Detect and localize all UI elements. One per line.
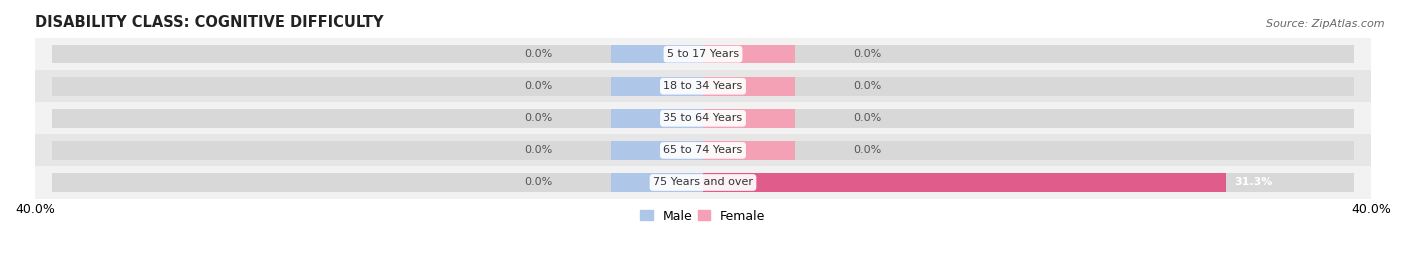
Bar: [35, 38, 1371, 70]
Text: 18 to 34 Years: 18 to 34 Years: [664, 81, 742, 91]
Text: 35 to 64 Years: 35 to 64 Years: [664, 113, 742, 123]
Bar: [52, 109, 1354, 128]
Text: 5 to 17 Years: 5 to 17 Years: [666, 49, 740, 59]
Text: 0.0%: 0.0%: [524, 49, 553, 59]
Bar: [35, 70, 1371, 102]
Text: 0.0%: 0.0%: [524, 178, 553, 187]
Bar: [52, 45, 1354, 63]
Text: 65 to 74 Years: 65 to 74 Years: [664, 146, 742, 155]
Bar: [703, 109, 794, 128]
Text: 0.0%: 0.0%: [853, 146, 882, 155]
Text: 0.0%: 0.0%: [853, 113, 882, 123]
Text: 0.0%: 0.0%: [853, 81, 882, 91]
Bar: [703, 173, 794, 192]
Bar: [52, 141, 1354, 160]
Text: DISABILITY CLASS: COGNITIVE DIFFICULTY: DISABILITY CLASS: COGNITIVE DIFFICULTY: [35, 15, 384, 30]
Bar: [35, 134, 1371, 167]
Bar: [703, 77, 794, 95]
Text: 0.0%: 0.0%: [524, 113, 553, 123]
Text: 0.0%: 0.0%: [524, 81, 553, 91]
Bar: [612, 109, 703, 128]
Bar: [703, 45, 794, 63]
Bar: [612, 77, 703, 95]
Text: Source: ZipAtlas.com: Source: ZipAtlas.com: [1267, 19, 1385, 29]
Text: 75 Years and over: 75 Years and over: [652, 178, 754, 187]
Bar: [52, 77, 1354, 95]
Bar: [52, 173, 1354, 192]
Legend: Male, Female: Male, Female: [636, 205, 770, 228]
Bar: [612, 141, 703, 160]
Bar: [612, 173, 703, 192]
Bar: [35, 167, 1371, 199]
Text: 0.0%: 0.0%: [853, 49, 882, 59]
Bar: [703, 141, 794, 160]
Bar: [612, 45, 703, 63]
Text: 31.3%: 31.3%: [1234, 178, 1272, 187]
Text: 0.0%: 0.0%: [524, 146, 553, 155]
Bar: [35, 102, 1371, 134]
Bar: [703, 173, 1226, 192]
